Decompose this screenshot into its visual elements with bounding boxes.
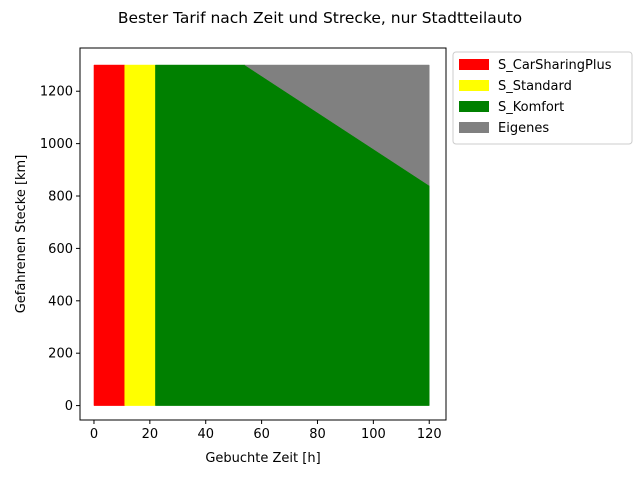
x-tick-label: 40 [197,427,214,442]
legend-frame [452,51,633,145]
region-eigenes [244,64,430,187]
x-tick-label: 0 [90,427,98,442]
y-tick-label: 1200 [40,85,73,100]
region-s-carsharingplus [93,64,125,406]
legend-swatch-eigenes [459,122,489,133]
legend-items: S_CarSharingPlus S_Standard S_Komfort Eigen… [459,58,612,136]
plot-frame [79,47,447,421]
legend-label-s-komfort: S_Komfort [498,100,564,115]
legend-swatch-s-carsharingplus [459,59,489,70]
legend: S_CarSharingPlus S_Standard S_Komfort Eigen… [452,51,633,145]
x-tick-label: 20 [142,427,159,442]
y-tick-label: 0 [65,399,73,414]
x-axis-ticks: 0 20 40 60 80 100 120 [90,420,442,442]
y-axis-label: Gefahrenen Stecke [km] [14,155,29,314]
y-tick-label: 400 [48,294,73,309]
x-tick-label: 80 [309,427,326,442]
y-tick-label: 1000 [40,137,73,152]
x-tick-label: 100 [361,427,386,442]
legend-label-s-carsharingplus: S_CarSharingPlus [498,58,612,73]
plot-regions [93,64,430,406]
y-axis-ticks: 0 200 400 600 800 1000 1200 [40,85,80,414]
x-tick-label: 120 [417,427,442,442]
legend-label-eigenes: Eigenes [498,121,549,136]
x-axis-label: Gebuchte Zeit [h] [205,451,320,466]
x-tick-label: 60 [253,427,270,442]
y-tick-label: 800 [48,190,73,205]
y-tick-label: 600 [48,242,73,257]
legend-label-s-standard: S_Standard [498,79,572,94]
legend-swatch-s-komfort [459,101,489,112]
legend-swatch-s-standard [459,80,489,91]
y-tick-label: 200 [48,347,73,362]
region-s-standard [124,64,156,406]
chart-title: Bester Tarif nach Zeit und Strecke, nur … [118,9,522,27]
